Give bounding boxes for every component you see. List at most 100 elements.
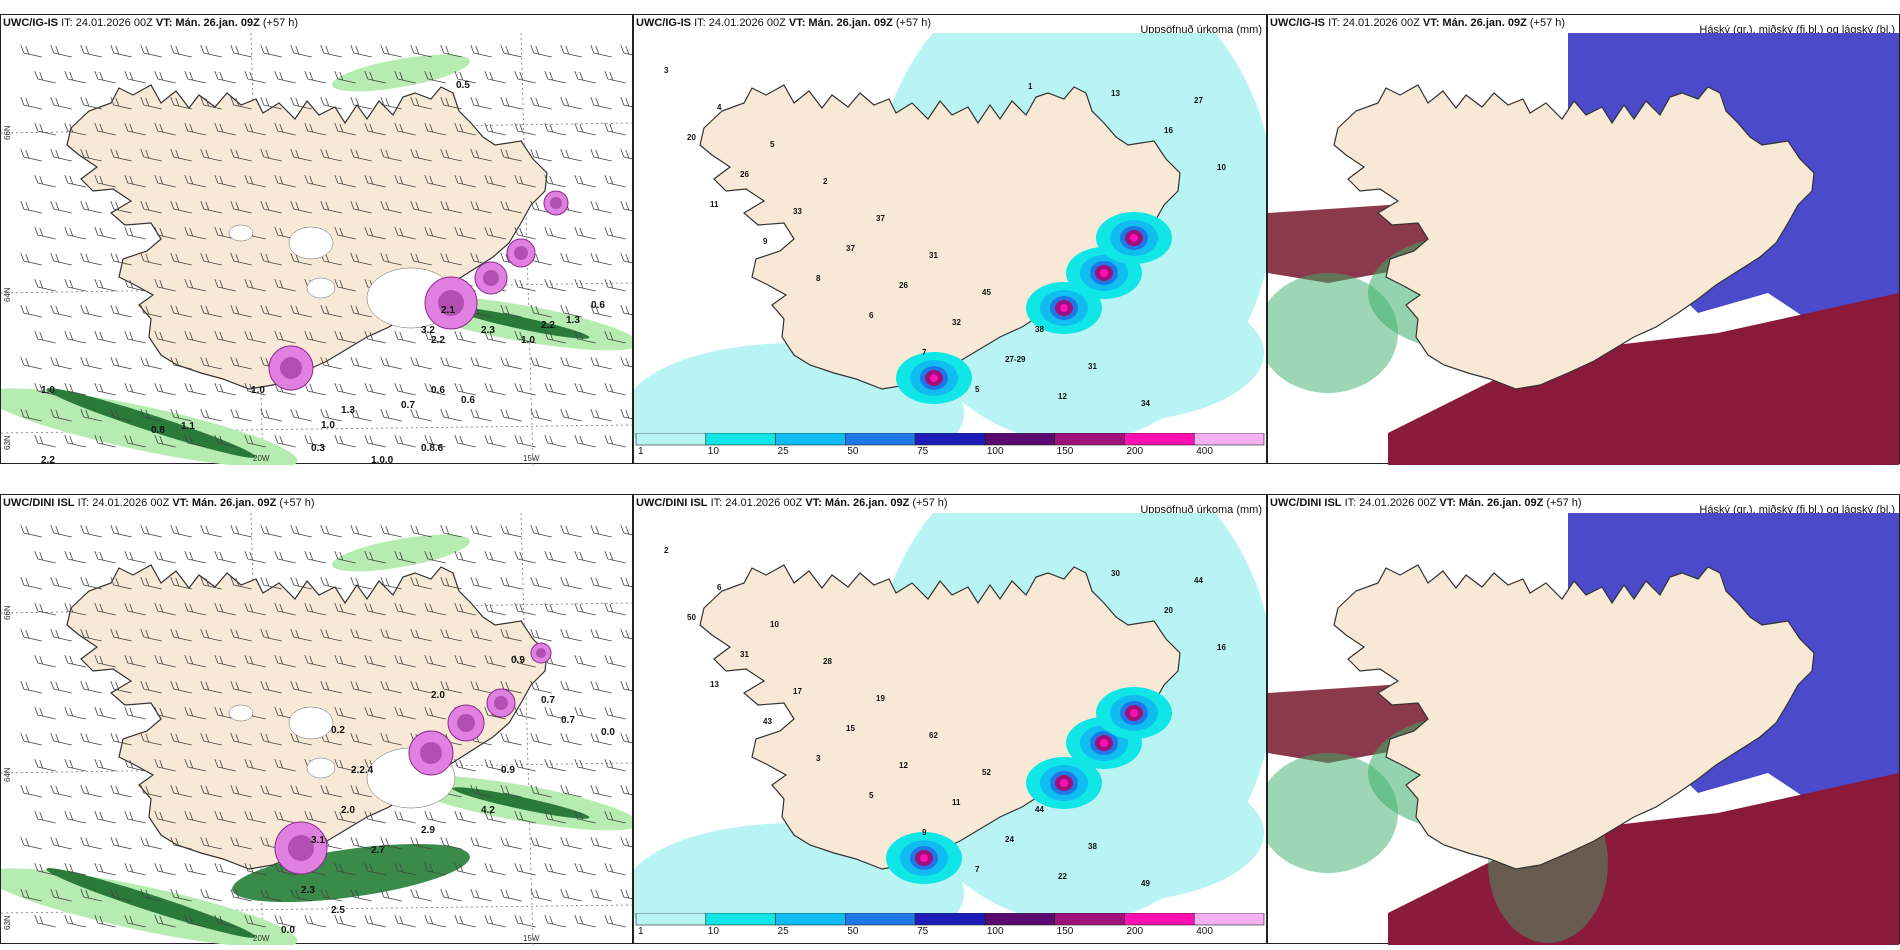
wind-barb (230, 836, 252, 850)
wind-barb (320, 888, 342, 902)
iceland-landmass (699, 564, 1181, 870)
wind-barb (454, 174, 476, 188)
wind-barb (470, 888, 492, 902)
precip-swath (332, 54, 470, 92)
precip-value-label: 9 (763, 237, 768, 246)
wind-barb (170, 784, 192, 798)
wind-barb (440, 96, 462, 110)
wind-barb (334, 914, 356, 928)
wind-barb (50, 784, 72, 798)
wind-barb (470, 96, 492, 110)
wind-barb (140, 784, 162, 798)
wind-barb (20, 408, 42, 422)
wind-barb (244, 758, 266, 772)
wind-barb (214, 434, 236, 448)
wind-barb (334, 602, 356, 616)
wind-barb (380, 680, 402, 694)
snow-value-label: 3.2 (421, 325, 435, 336)
wind-barb (20, 888, 42, 902)
wind-barb (64, 278, 86, 292)
colorbar-tick-label: 50 (847, 446, 859, 455)
wind-barb (574, 278, 596, 292)
colorbar-tick-label: 50 (847, 926, 859, 935)
wind-barb (484, 226, 506, 240)
wind-barb (200, 732, 222, 746)
precip-value-label: 16 (1164, 126, 1173, 135)
wind-barb (274, 602, 296, 616)
precip-value-label: 16 (1217, 643, 1226, 652)
wind-barb (214, 862, 236, 876)
wind-barb (424, 434, 446, 448)
wind-barb (410, 44, 432, 58)
wind-barb (560, 304, 582, 318)
wind-barb (80, 888, 102, 902)
precip-value-label: 4 (717, 103, 722, 112)
wind-barb (110, 576, 132, 590)
wind-barb (34, 226, 56, 240)
wind-barb (230, 576, 252, 590)
wind-barb (410, 836, 432, 850)
wind-barb (244, 382, 266, 396)
wind-barb (260, 96, 282, 110)
wind-barb (170, 356, 192, 370)
wind-barb (274, 278, 296, 292)
wind-barb (20, 576, 42, 590)
wind-barb (590, 784, 612, 798)
wind-barb (184, 434, 206, 448)
wind-barb (394, 602, 416, 616)
wind-barb (590, 888, 612, 902)
wind-barb (80, 200, 102, 214)
precip-blob-core (438, 290, 464, 316)
wind-barb (350, 356, 372, 370)
high-cloud (1268, 273, 1398, 393)
wind-barb (574, 758, 596, 772)
wind-barb (500, 836, 522, 850)
colorbar-tick-label: 25 (778, 926, 790, 935)
snow-value-label: 0.5 (456, 80, 470, 91)
precip-value-label: 5 (975, 385, 980, 394)
map-cloud-cover (1268, 513, 1899, 945)
wind-barb (350, 836, 372, 850)
precip-value-label: 33 (793, 207, 802, 216)
wind-barb (154, 758, 176, 772)
wind-barb (200, 96, 222, 110)
snow-value-label: 0.3 (311, 443, 325, 454)
wind-barb (620, 304, 632, 316)
wind-barb (110, 408, 132, 422)
wind-barb (560, 888, 582, 902)
wind-barb (484, 914, 506, 928)
wind-barb (94, 122, 116, 136)
wind-barb (184, 862, 206, 876)
wind-barb (64, 706, 86, 720)
snow-value-label: 0.0 (601, 727, 615, 738)
wind-barb (394, 330, 416, 344)
wind-barb (500, 680, 522, 694)
wind-barb (154, 226, 176, 240)
precip-blob-core (514, 246, 528, 260)
wind-barb (214, 810, 236, 824)
wind-barb (604, 602, 626, 616)
wind-barb (80, 836, 102, 850)
wind-barb (50, 356, 72, 370)
wind-barb (260, 680, 282, 694)
snow-value-label: 1.0 (321, 420, 335, 431)
snow-value-label: 1.1 (181, 421, 195, 432)
wind-barb (544, 862, 566, 876)
wind-barb (574, 654, 596, 668)
wind-barb (350, 96, 372, 110)
wind-barb (320, 44, 342, 58)
wind-barb (64, 758, 86, 772)
wind-barb (244, 434, 266, 448)
wind-barb (304, 330, 326, 344)
wind-barb (424, 382, 446, 396)
wind-barb (184, 174, 206, 188)
wind-barb (274, 330, 296, 344)
wind-barb (184, 550, 206, 564)
wind-barb (440, 576, 462, 590)
wind-barb (620, 148, 632, 160)
wind-barb (590, 732, 612, 746)
wind-barb (484, 330, 506, 344)
wind-barb (244, 174, 266, 188)
wind-barb (424, 602, 446, 616)
wind-barb (410, 408, 432, 422)
